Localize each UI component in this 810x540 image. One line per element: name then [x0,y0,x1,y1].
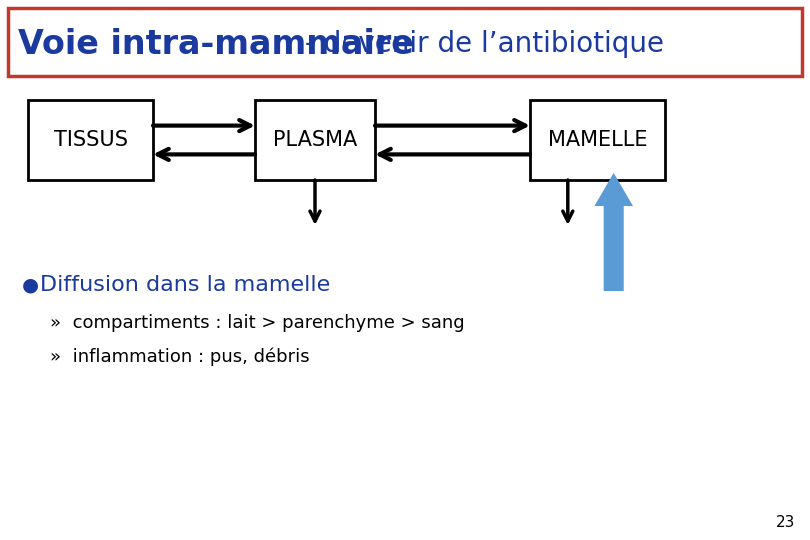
Text: - devenir de l’antibiotique: - devenir de l’antibiotique [296,30,664,58]
FancyArrow shape [596,175,631,290]
Text: 23: 23 [776,515,795,530]
Text: »  inflammation : pus, débris: » inflammation : pus, débris [50,348,309,366]
Text: MAMELLE: MAMELLE [548,130,647,150]
Text: PLASMA: PLASMA [273,130,357,150]
Text: Voie intra-mammaire: Voie intra-mammaire [18,28,414,60]
Text: »  compartiments : lait > parenchyme > sang: » compartiments : lait > parenchyme > sa… [50,314,465,332]
Text: ●: ● [22,275,39,294]
FancyBboxPatch shape [530,100,665,180]
Text: Diffusion dans la mamelle: Diffusion dans la mamelle [40,275,330,295]
FancyBboxPatch shape [8,8,802,76]
FancyBboxPatch shape [255,100,375,180]
Text: TISSUS: TISSUS [53,130,127,150]
FancyBboxPatch shape [28,100,153,180]
